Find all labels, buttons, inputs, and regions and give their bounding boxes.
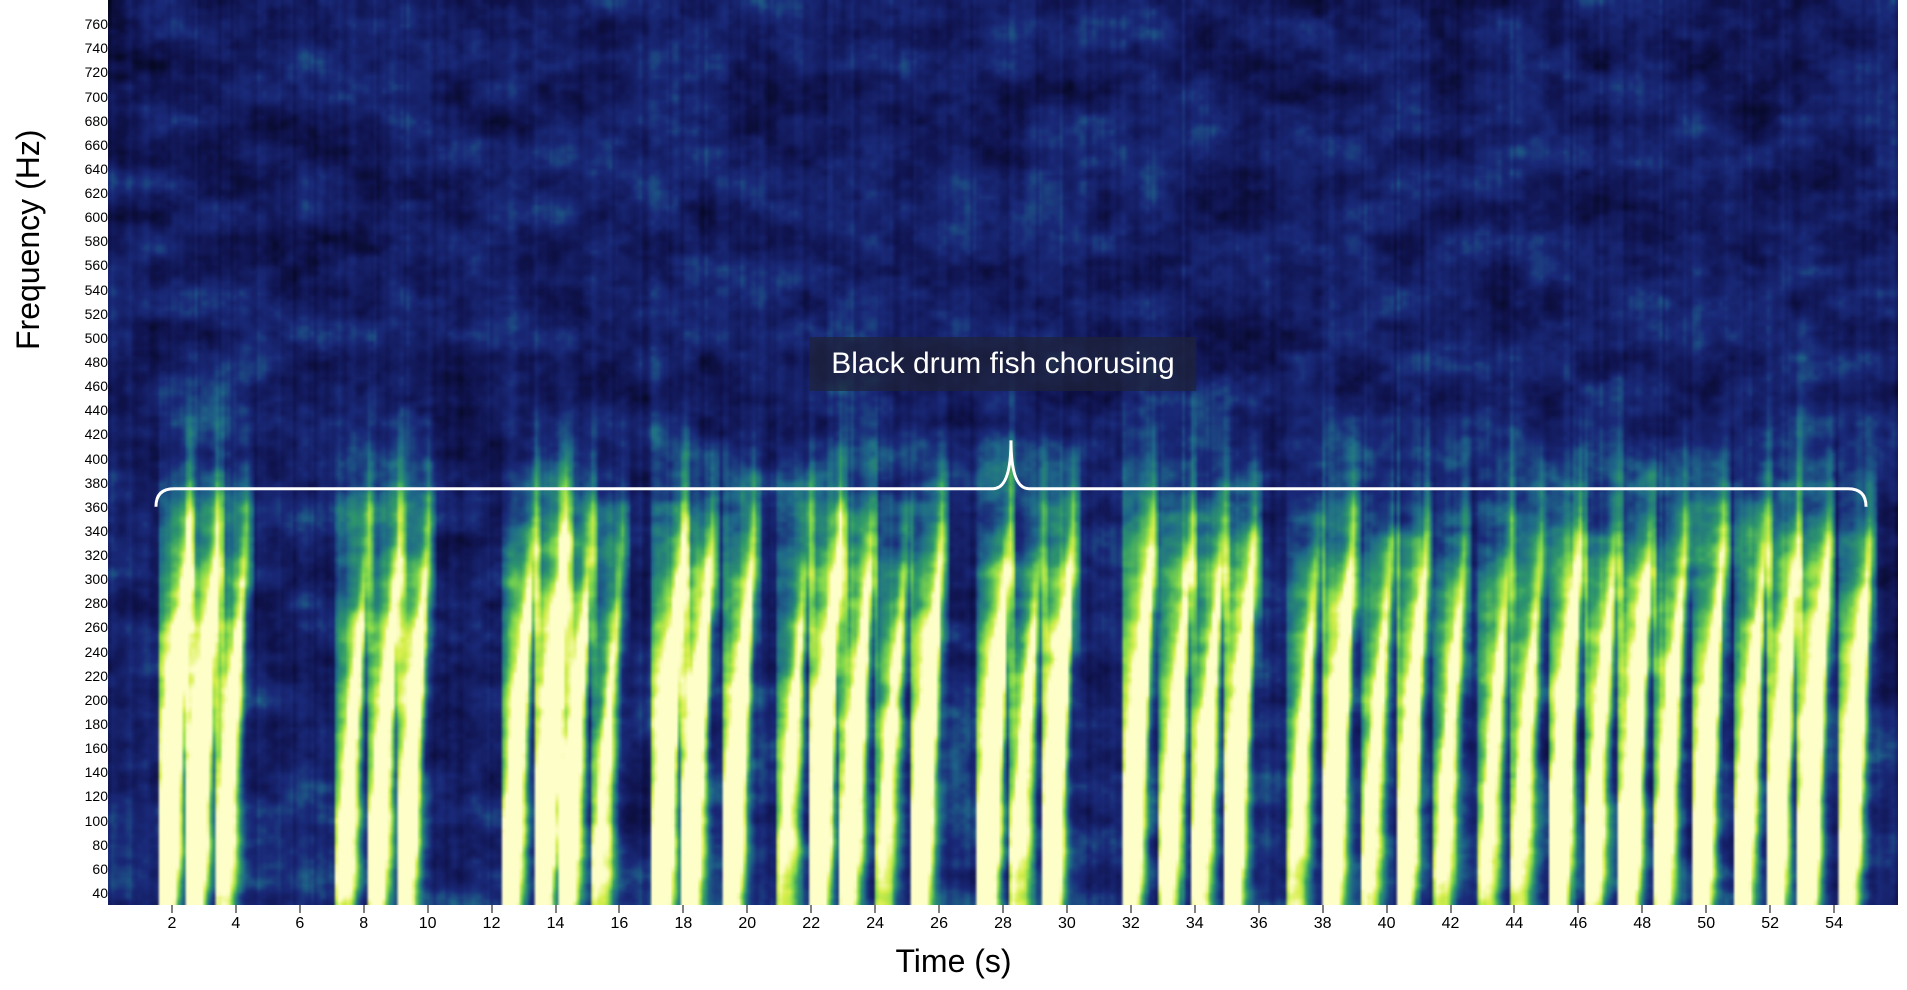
x-tick-mark — [683, 905, 684, 913]
x-tick-mark — [1322, 905, 1323, 913]
x-tick-label: 24 — [866, 915, 884, 933]
y-tick-label: 480 — [60, 354, 108, 370]
x-tick-label: 50 — [1697, 915, 1715, 933]
x-tick-mark — [1706, 905, 1707, 913]
x-tick-label: 26 — [930, 915, 948, 933]
y-tick-label: 600 — [60, 209, 108, 225]
x-tick-label: 4 — [231, 915, 240, 933]
y-tick-label: 400 — [60, 451, 108, 467]
y-axis-ticks: 40 60 80 100 120 140 160 180 200 220 240 260 280 300 3… — [52, 0, 108, 905]
x-tick-mark — [299, 905, 300, 913]
x-tick-mark — [1578, 905, 1579, 913]
spectrogram-chart: Frequency (Hz) Time (s) 40 60 80 100 120 140 1… — [0, 0, 1907, 990]
y-tick-label: 620 — [60, 185, 108, 201]
y-tick-label: 160 — [60, 740, 108, 756]
y-tick-label: 60 — [60, 861, 108, 877]
x-tick-label: 48 — [1633, 915, 1651, 933]
plot-area: Black drum fish chorusing — [108, 0, 1898, 905]
y-tick-label: 180 — [60, 716, 108, 732]
y-tick-label: 520 — [60, 306, 108, 322]
y-tick-label: 640 — [60, 161, 108, 177]
x-tick-mark — [747, 905, 748, 913]
x-tick-label: 8 — [359, 915, 368, 933]
x-tick-label: 22 — [802, 915, 820, 933]
y-tick-label: 240 — [60, 644, 108, 660]
y-tick-label: 320 — [60, 547, 108, 563]
x-tick-mark — [1003, 905, 1004, 913]
x-tick-label: 30 — [1058, 915, 1076, 933]
y-tick-label: 340 — [60, 523, 108, 539]
y-tick-label: 100 — [60, 813, 108, 829]
x-axis-ticks: 2468101214161820222426283032343638404244… — [108, 905, 1898, 945]
y-tick-label: 720 — [60, 64, 108, 80]
x-tick-label: 44 — [1506, 915, 1524, 933]
y-tick-label: 360 — [60, 499, 108, 515]
x-tick-label: 54 — [1825, 915, 1843, 933]
x-tick-mark — [875, 905, 876, 913]
x-tick-mark — [235, 905, 236, 913]
y-tick-label: 760 — [60, 16, 108, 32]
x-tick-mark — [1066, 905, 1067, 913]
x-tick-mark — [1514, 905, 1515, 913]
x-tick-label: 32 — [1122, 915, 1140, 933]
y-tick-label: 140 — [60, 764, 108, 780]
y-tick-label: 380 — [60, 475, 108, 491]
y-tick-label: 440 — [60, 402, 108, 418]
y-tick-label: 500 — [60, 330, 108, 346]
x-tick-mark — [1130, 905, 1131, 913]
y-tick-label: 460 — [60, 378, 108, 394]
y-axis-label: Frequency (Hz) — [10, 130, 47, 351]
x-tick-mark — [619, 905, 620, 913]
y-tick-label: 80 — [60, 837, 108, 853]
y-tick-label: 420 — [60, 426, 108, 442]
y-tick-label: 40 — [60, 885, 108, 901]
y-tick-label: 300 — [60, 571, 108, 587]
annotation-label: Black drum fish chorusing — [809, 337, 1196, 391]
x-tick-label: 34 — [1186, 915, 1204, 933]
y-tick-label: 260 — [60, 619, 108, 635]
y-tick-label: 540 — [60, 282, 108, 298]
y-tick-label: 560 — [60, 257, 108, 273]
x-tick-mark — [1770, 905, 1771, 913]
x-tick-label: 42 — [1442, 915, 1460, 933]
x-tick-label: 28 — [994, 915, 1012, 933]
spectrogram-canvas — [108, 0, 1898, 905]
x-tick-label: 46 — [1569, 915, 1587, 933]
x-tick-label: 18 — [674, 915, 692, 933]
x-tick-label: 38 — [1314, 915, 1332, 933]
y-tick-label: 660 — [60, 137, 108, 153]
y-tick-label: 740 — [60, 40, 108, 56]
x-tick-mark — [811, 905, 812, 913]
x-tick-mark — [171, 905, 172, 913]
x-tick-mark — [939, 905, 940, 913]
x-tick-label: 2 — [167, 915, 176, 933]
x-tick-mark — [491, 905, 492, 913]
x-axis-label: Time (s) — [895, 943, 1011, 980]
y-tick-label: 580 — [60, 233, 108, 249]
x-tick-mark — [555, 905, 556, 913]
y-tick-label: 280 — [60, 595, 108, 611]
y-tick-label: 680 — [60, 113, 108, 129]
x-tick-label: 36 — [1250, 915, 1268, 933]
x-tick-mark — [1258, 905, 1259, 913]
x-tick-label: 20 — [738, 915, 756, 933]
x-tick-label: 16 — [611, 915, 629, 933]
x-tick-mark — [363, 905, 364, 913]
x-tick-label: 14 — [547, 915, 565, 933]
x-tick-label: 12 — [483, 915, 501, 933]
x-tick-label: 6 — [295, 915, 304, 933]
x-tick-label: 52 — [1761, 915, 1779, 933]
x-tick-mark — [1642, 905, 1643, 913]
x-tick-label: 10 — [419, 915, 437, 933]
x-tick-mark — [1194, 905, 1195, 913]
x-tick-mark — [1386, 905, 1387, 913]
x-tick-mark — [1450, 905, 1451, 913]
y-tick-label: 200 — [60, 692, 108, 708]
x-tick-mark — [427, 905, 428, 913]
x-tick-label: 40 — [1378, 915, 1396, 933]
y-tick-label: 700 — [60, 89, 108, 105]
y-tick-label: 120 — [60, 788, 108, 804]
y-tick-label: 220 — [60, 668, 108, 684]
x-tick-mark — [1834, 905, 1835, 913]
